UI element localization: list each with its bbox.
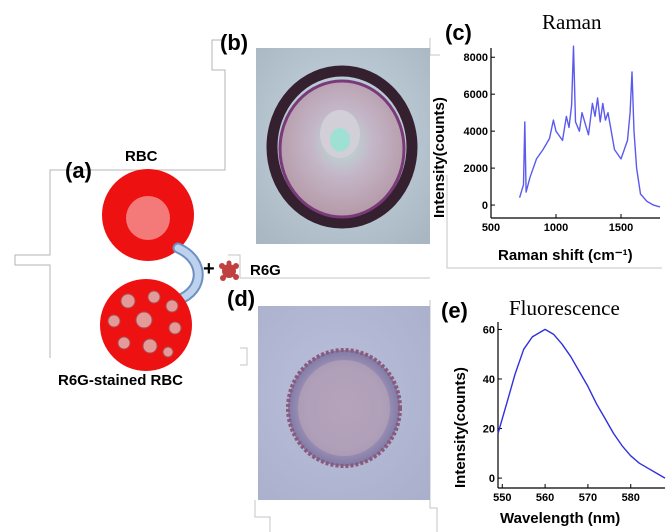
raman-x-tick-label: 1000 <box>544 222 568 234</box>
panel-b-letter: (b) <box>220 30 249 55</box>
rbc-micrograph-b <box>256 48 430 244</box>
raman-x-tick-label: 1500 <box>609 222 633 234</box>
raman-series-line <box>518 45 661 208</box>
raman-y-tick-label: 8000 <box>464 52 488 64</box>
fluorescence-y-tick-label: 0 <box>489 473 495 485</box>
stained-rbc-label: R6G-stained RBC <box>58 372 184 389</box>
fluorescence-x-tick-label: 570 <box>579 492 597 504</box>
raman-x-axis-title: Raman shift (cm⁻¹) <box>498 247 633 264</box>
fluorescence-x-axis-title: Wavelength (nm) <box>500 510 621 527</box>
fluorescence-y-tick-label: 60 <box>483 324 495 336</box>
fluorescence-y-tick-label: 20 <box>483 424 495 436</box>
r6g-label: R6G <box>250 262 281 279</box>
rbc-micrograph-d <box>258 306 430 500</box>
raman-y-tick-label: 2000 <box>464 163 488 175</box>
r6g-molecule-icon <box>219 260 239 281</box>
raman-chart-title: Raman <box>542 10 602 34</box>
raman-x-tick-label: 500 <box>482 222 500 234</box>
raman-y-tick-label: 4000 <box>464 126 488 138</box>
panel-d-letter: (d) <box>227 286 256 311</box>
raman-y-tick-label: 6000 <box>464 89 488 101</box>
fluorescence-x-tick-label: 560 <box>536 492 554 504</box>
fluorescence-y-tick-label: 40 <box>483 374 495 386</box>
fluorescence-x-tick-label: 580 <box>622 492 640 504</box>
fluorescence-chart-title: Fluorescence <box>509 296 620 320</box>
r6g-particles-icon <box>107 290 182 358</box>
raman-y-tick-label: 0 <box>482 200 488 212</box>
fluorescence-series-line <box>497 328 666 479</box>
panel-a-letter: (a) <box>65 158 92 183</box>
fluorescence-y-axis-title: Intensity(counts) <box>452 367 469 488</box>
rbc-center <box>126 196 170 240</box>
rbc-label: RBC <box>125 148 158 165</box>
panel-e-letter: (e) <box>441 298 468 323</box>
plus-sign: + <box>203 258 215 280</box>
panel-c-letter: (c) <box>445 20 472 45</box>
fluorescence-x-tick-label: 550 <box>493 492 511 504</box>
